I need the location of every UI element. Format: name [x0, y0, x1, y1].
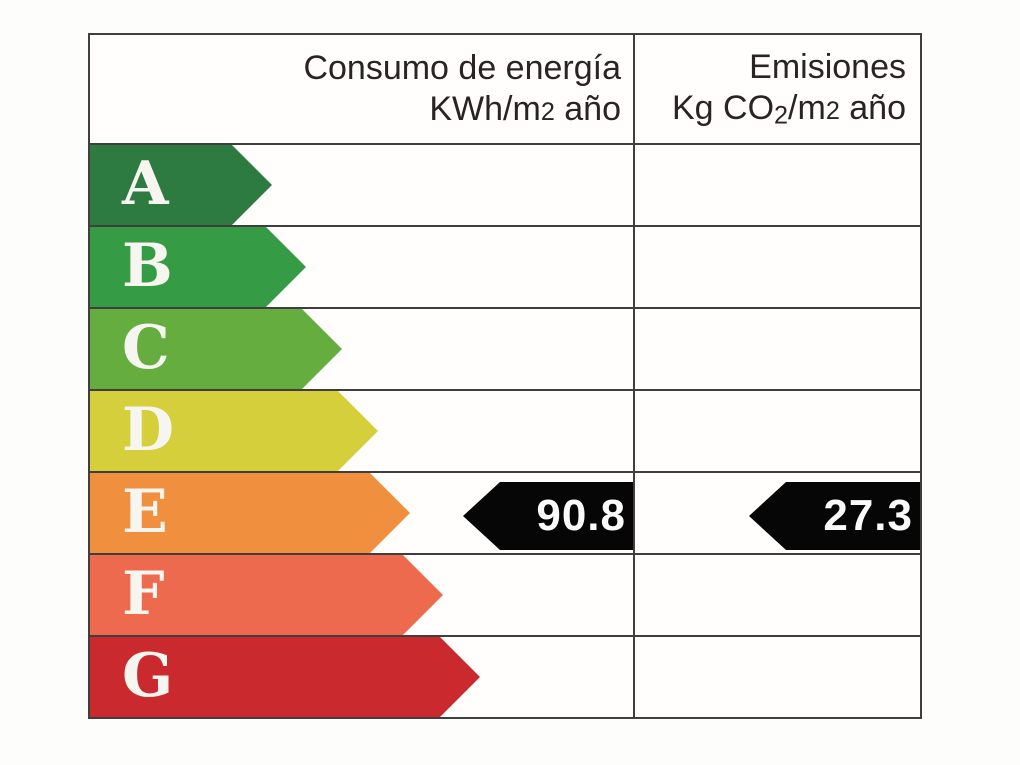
rating-letter-a: A	[122, 148, 169, 219]
emissions-cell-e: 27.3	[633, 473, 920, 553]
rating-row-d: D	[90, 391, 920, 473]
rating-arrow-a	[90, 145, 272, 225]
emissions-header: Emisiones Kg CO2/m2 año	[633, 35, 920, 143]
rating-row-c: C	[90, 309, 920, 391]
rating-row-e: E 90.8 27.3	[90, 473, 920, 555]
rating-row-f: F	[90, 555, 920, 637]
emissions-cell-b	[633, 227, 920, 307]
emissions-cell-g	[633, 637, 920, 717]
rating-letter-g: G	[122, 640, 174, 711]
consumption-header: Consumo de energía KWh/m2 año	[90, 35, 633, 143]
rating-arrow-f	[90, 555, 443, 635]
rating-letter-b: B	[122, 230, 173, 301]
rating-letter-c: C	[122, 312, 170, 383]
emissions-cell-f	[633, 555, 920, 635]
rating-cell-f: F	[90, 555, 633, 635]
consumption-value: 90.8	[536, 491, 626, 540]
rating-cell-c: C	[90, 309, 633, 389]
rating-arrow-c	[90, 309, 342, 389]
rating-letter-d: D	[122, 394, 175, 465]
rating-arrow-g	[90, 637, 480, 717]
emissions-value-arrow: 27.3	[749, 482, 920, 550]
rating-letter-f: F	[122, 558, 165, 629]
rating-cell-g: G	[90, 637, 633, 717]
emissions-cell-c	[633, 309, 920, 389]
rating-row-b: B	[90, 227, 920, 309]
emissions-cell-d	[633, 391, 920, 471]
rating-letter-e: E	[122, 476, 168, 547]
consumption-header-line1: Consumo de energía	[303, 48, 621, 87]
rating-row-g: G	[90, 637, 920, 717]
rating-arrow-d	[90, 391, 378, 471]
rating-cell-b: B	[90, 227, 633, 307]
rating-arrow-e	[90, 473, 410, 553]
rating-arrow-b	[90, 227, 306, 307]
rating-table: Consumo de energía KWh/m2 año Emisiones …	[88, 33, 922, 719]
emissions-header-line1: Emisiones	[749, 47, 906, 86]
rating-cell-e: E 90.8	[90, 473, 633, 553]
emissions-value: 27.3	[823, 491, 913, 540]
consumption-header-line2: KWh/m2 año	[429, 90, 621, 128]
rating-row-a: A	[90, 145, 920, 227]
consumption-value-arrow: 90.8	[463, 482, 633, 550]
table-header: Consumo de energía KWh/m2 año Emisiones …	[90, 35, 920, 145]
rating-cell-d: D	[90, 391, 633, 471]
emissions-header-line2: Kg CO2/m2 año	[671, 89, 906, 130]
rating-cell-a: A	[90, 145, 633, 225]
emissions-cell-a	[633, 145, 920, 225]
